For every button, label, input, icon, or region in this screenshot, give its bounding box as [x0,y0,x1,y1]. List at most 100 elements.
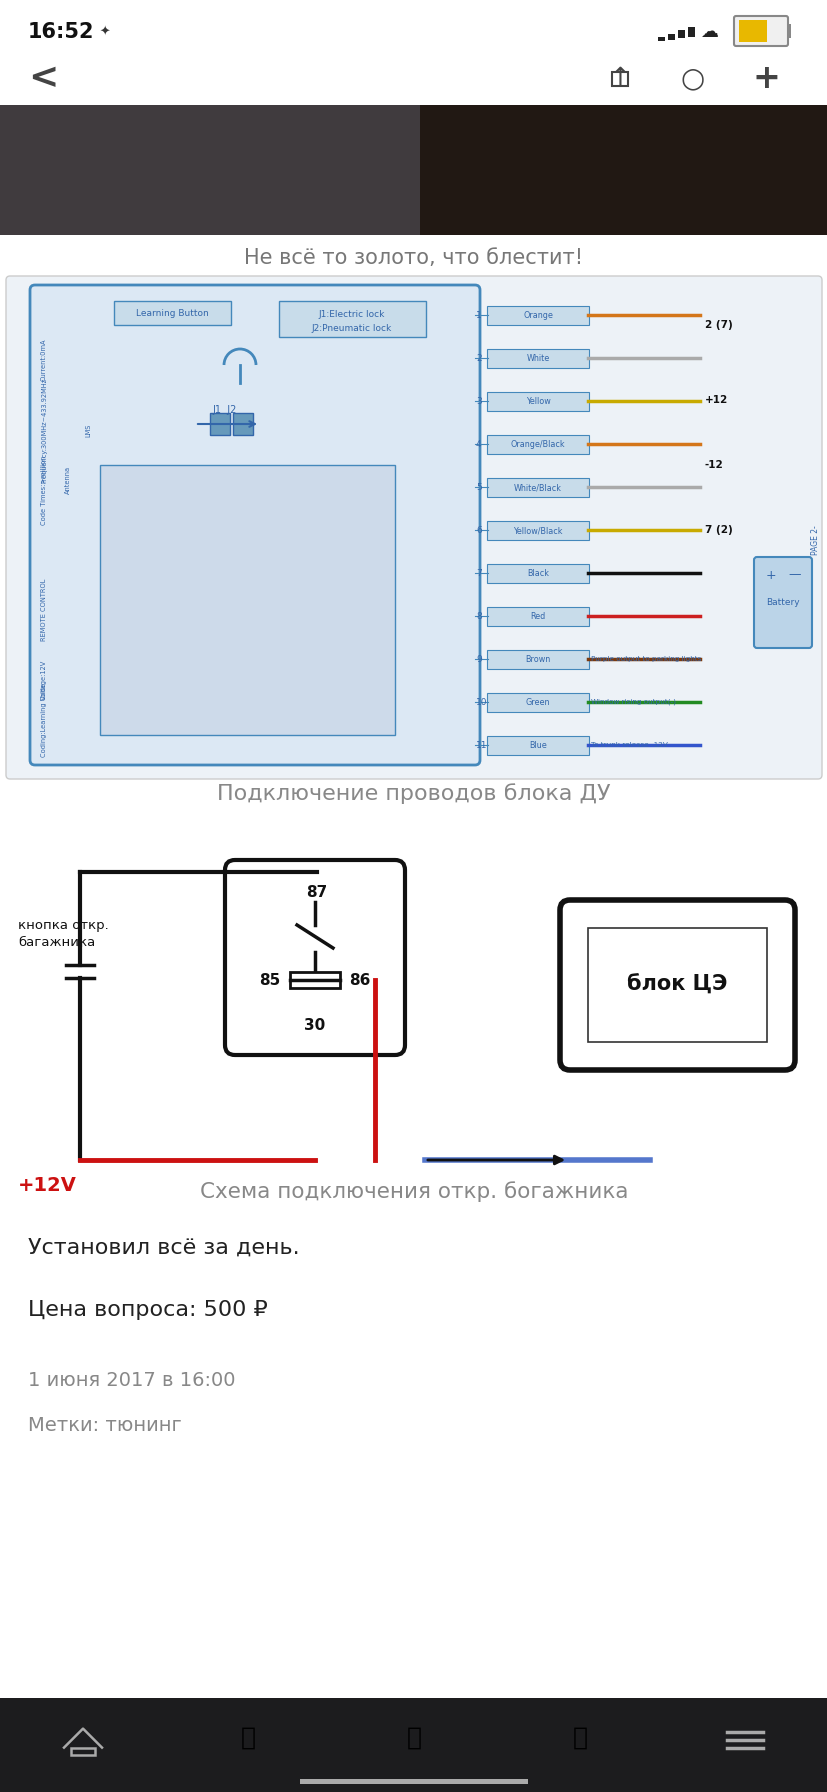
Bar [657,38,664,41]
Text: Orange: Orange [523,312,552,321]
Text: 1 июня 2017 в 16:00: 1 июня 2017 в 16:00 [28,1371,235,1389]
FancyBboxPatch shape [486,435,588,453]
Text: 85: 85 [259,973,280,987]
Text: J1:Electric lock: J1:Electric lock [318,310,385,319]
Text: +12: +12 [704,394,728,405]
Bar [587,928,766,1041]
Text: 6: 6 [476,525,481,534]
Text: Установил всё за день.: Установил всё за день. [28,1238,299,1258]
Text: 10: 10 [476,697,487,706]
Bar [667,34,674,39]
Text: J2:Pneumatic lock: J2:Pneumatic lock [312,324,392,333]
Text: багажника: багажника [18,935,95,948]
Text: Yellow: Yellow [525,398,550,407]
FancyBboxPatch shape [6,276,821,780]
Bar [739,20,766,41]
Text: 7: 7 [476,568,481,577]
Text: 8: 8 [476,611,481,620]
Text: 4: 4 [476,439,481,448]
Text: Battery: Battery [765,597,799,606]
Text: 2: 2 [476,353,481,362]
Text: 🔔: 🔔 [571,1726,587,1751]
FancyBboxPatch shape [486,306,588,324]
Bar [0,1699,827,1792]
FancyBboxPatch shape [114,301,231,324]
Text: Coding:Learning Code: Coding:Learning Code [41,683,47,756]
Text: Green: Green [525,699,550,708]
Text: To trunk release -12V: To trunk release -12V [590,742,667,747]
Text: Code Times:>million: Code Times:>million [41,455,47,525]
Text: Yellow/Black: Yellow/Black [513,527,562,536]
Text: кнопка откр.: кнопка откр. [18,919,108,932]
FancyBboxPatch shape [30,285,480,765]
Bar [687,27,694,38]
Text: Learning Button: Learning Button [136,308,208,317]
Text: Подключение проводов блока ДУ: Подключение проводов блока ДУ [217,783,610,805]
Text: 16:52: 16:52 [28,22,94,41]
FancyBboxPatch shape [559,900,794,1070]
Text: +12V: +12V [18,1176,77,1195]
Text: White: White [526,355,549,364]
Bar [70,1747,95,1754]
Bar [0,106,827,235]
Text: Brown: Brown [525,656,550,665]
Text: Black: Black [526,570,548,579]
Text: Orange/Black: Orange/Black [510,441,565,450]
Bar [100,464,394,735]
Bar [677,30,684,38]
Text: 🚗: 🚗 [240,1726,256,1751]
Text: 87: 87 [306,885,327,900]
Bar [0,106,419,235]
Text: Window rising output(-): Window rising output(-) [590,699,675,706]
FancyBboxPatch shape [486,521,588,539]
Text: <: < [28,61,59,95]
FancyBboxPatch shape [279,301,425,337]
Text: +: + [765,568,776,581]
FancyBboxPatch shape [486,349,588,367]
Text: Purple output to parking lights: Purple output to parking lights [590,656,700,661]
Text: -12: -12 [704,461,723,470]
Text: Red: Red [530,613,545,622]
Text: Blue: Blue [528,742,546,751]
FancyBboxPatch shape [486,564,588,582]
Text: ✦: ✦ [100,25,110,38]
Text: 💬: 💬 [406,1726,421,1751]
Bar [232,412,253,435]
Text: Схема подключения откр. богажника: Схема подключения откр. богажника [199,1181,628,1202]
FancyBboxPatch shape [733,16,787,47]
Text: 7 (2): 7 (2) [704,525,732,536]
Text: 1: 1 [476,310,481,319]
Text: LMS: LMS [85,423,91,437]
FancyBboxPatch shape [486,737,588,754]
FancyBboxPatch shape [486,607,588,625]
Bar [210,412,230,435]
Text: +: + [751,61,779,95]
Bar [611,72,627,86]
Text: 9: 9 [476,654,481,663]
FancyBboxPatch shape [486,694,588,711]
Text: Цена вопроса: 500 ₽: Цена вопроса: 500 ₽ [28,1299,267,1321]
Text: Не всё то золото, что блестит!: Не всё то золото, что блестит! [244,247,583,269]
Text: ↑: ↑ [609,66,629,90]
Text: Current:0mA: Current:0mA [41,339,47,382]
Bar [786,23,790,38]
Text: блок ЦЭ: блок ЦЭ [626,975,726,995]
Text: Voltage:12V: Voltage:12V [41,659,47,701]
Text: 5: 5 [476,482,481,491]
Text: 11: 11 [476,740,487,749]
Bar [299,1779,528,1785]
Bar [419,106,827,235]
FancyBboxPatch shape [225,860,404,1055]
Text: 86: 86 [349,973,370,987]
Text: ☁: ☁ [699,23,717,41]
Text: 3: 3 [476,396,481,405]
Text: 30: 30 [304,1018,325,1032]
Text: White/Black: White/Black [514,484,562,493]
Bar [289,971,340,987]
FancyBboxPatch shape [486,392,588,410]
Text: ○: ○ [680,65,705,91]
Text: Frequency:300MHz~433.92MHz: Frequency:300MHz~433.92MHz [41,378,47,482]
FancyBboxPatch shape [486,650,588,668]
Text: 2 (7): 2 (7) [704,321,732,330]
Text: Antenna: Antenna [65,466,71,495]
